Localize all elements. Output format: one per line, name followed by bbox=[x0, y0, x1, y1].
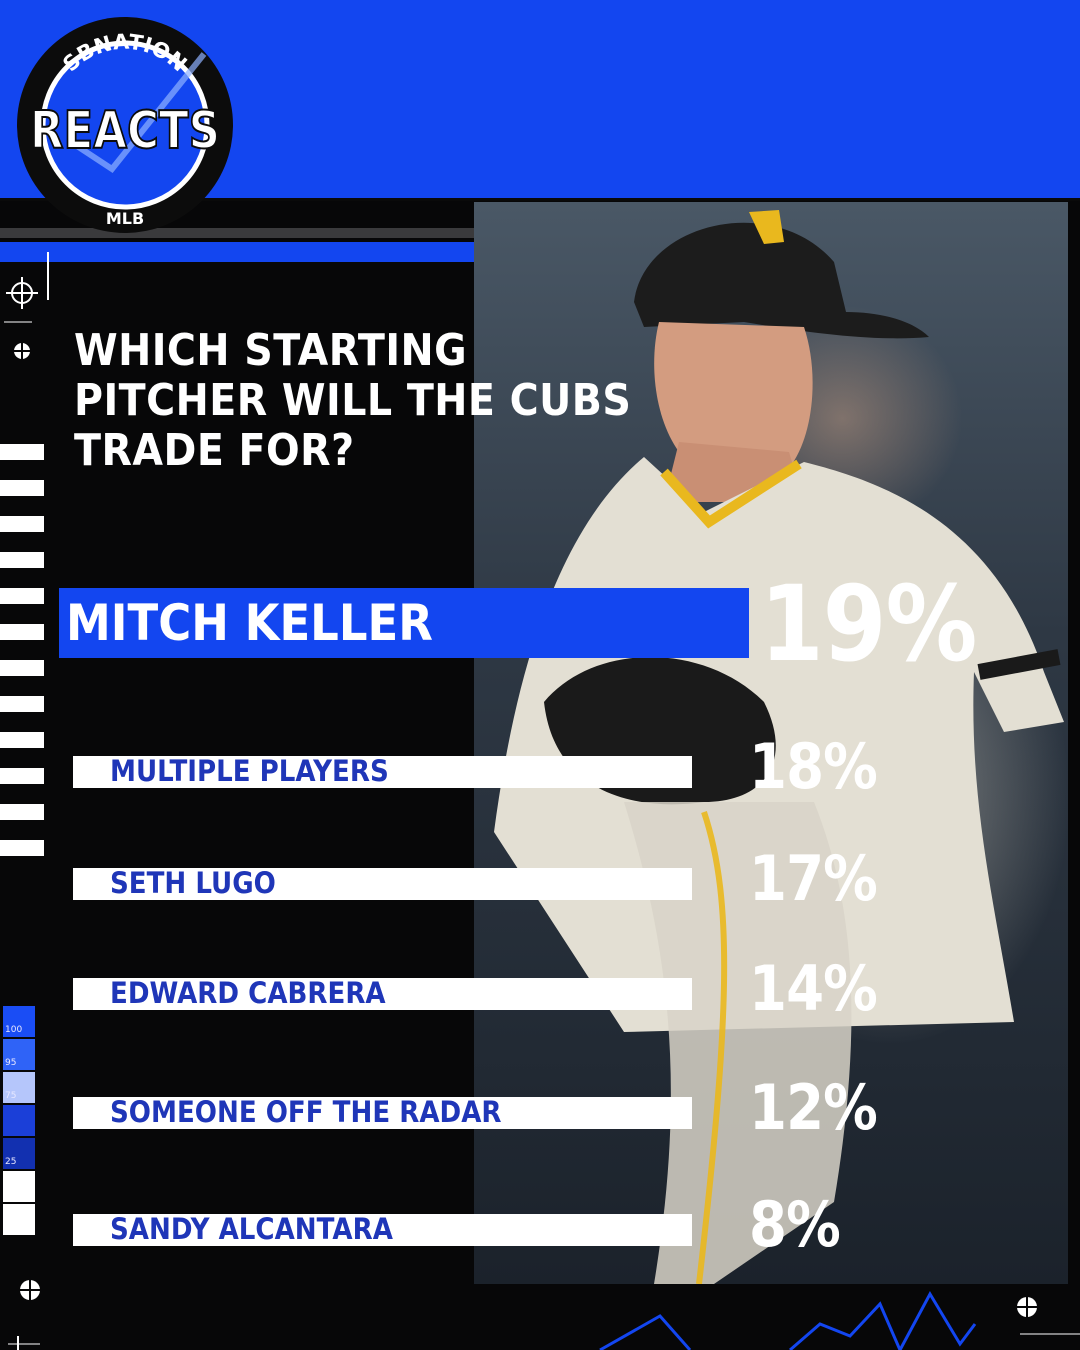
tick-mark bbox=[0, 768, 44, 784]
scale-label: 95 bbox=[5, 1058, 17, 1068]
blue-accent-strip bbox=[0, 242, 474, 262]
bar-label: SETH LUGO bbox=[110, 866, 276, 900]
scale-label: 25 bbox=[5, 1157, 17, 1167]
bar-label: SANDY ALCANTARA bbox=[110, 1212, 393, 1246]
value-label: 14% bbox=[749, 952, 878, 1025]
logo-main-text: REACTS bbox=[30, 101, 220, 161]
sbnation-reacts-logo: SBNATION REACTS MLB bbox=[17, 17, 233, 233]
bar-label: EDWARD CABRERA bbox=[110, 976, 386, 1010]
bar bbox=[73, 978, 692, 1010]
tick-mark bbox=[0, 480, 44, 496]
scale-cell bbox=[3, 1204, 35, 1235]
bar bbox=[59, 588, 749, 658]
crosshair-icon bbox=[4, 252, 49, 323]
bar bbox=[73, 1097, 692, 1129]
waveform-decoration bbox=[8, 1290, 977, 1350]
side-tick-marks bbox=[0, 444, 44, 876]
value-label: 12% bbox=[749, 1071, 878, 1144]
tick-mark bbox=[0, 552, 44, 568]
question-line: PITCHER WILL THE CUBS bbox=[74, 375, 632, 426]
scale-cell: 100 bbox=[3, 1006, 35, 1037]
tick-mark bbox=[0, 696, 44, 712]
tick-mark bbox=[0, 444, 44, 460]
scale-cell bbox=[3, 1171, 35, 1202]
value-label: 17% bbox=[749, 842, 878, 915]
question-line: TRADE FOR? bbox=[74, 425, 355, 476]
tick-mark bbox=[0, 588, 44, 604]
scale-label: 100 bbox=[5, 1025, 23, 1035]
value-label: 19% bbox=[760, 563, 977, 685]
poll-question: WHICH STARTING PITCHER WILL THE CUBS TRA… bbox=[74, 326, 650, 476]
question-line: WHICH STARTING bbox=[74, 325, 468, 376]
tick-mark bbox=[0, 732, 44, 748]
scale-cell bbox=[3, 1105, 35, 1136]
value-label: 18% bbox=[749, 730, 878, 803]
header-divider bbox=[0, 228, 474, 238]
target-dot-icon bbox=[1014, 1296, 1080, 1335]
bar-label: MITCH KELLER bbox=[66, 594, 433, 652]
tick-mark bbox=[0, 840, 44, 856]
tick-mark bbox=[0, 624, 44, 640]
bar-label: MULTIPLE PLAYERS bbox=[110, 754, 389, 788]
bar bbox=[73, 1214, 692, 1246]
target-dot-icon bbox=[18, 1278, 42, 1302]
value-label: 8% bbox=[749, 1188, 841, 1261]
color-scale-legend: 100 95 75 25 bbox=[3, 1006, 35, 1237]
scale-cell: 25 bbox=[3, 1138, 35, 1169]
tick-mark bbox=[0, 516, 44, 532]
scale-cell: 95 bbox=[3, 1039, 35, 1070]
scale-cell: 75 bbox=[3, 1072, 35, 1103]
bar-label: SOMEONE OFF THE RADAR bbox=[110, 1095, 502, 1129]
bar bbox=[73, 868, 692, 900]
tick-mark bbox=[0, 804, 44, 820]
tick-mark bbox=[0, 660, 44, 676]
bar bbox=[73, 756, 692, 788]
target-dot-icon bbox=[12, 341, 32, 361]
scale-label: 75 bbox=[5, 1091, 17, 1101]
logo-bottom-text: MLB bbox=[106, 209, 144, 228]
